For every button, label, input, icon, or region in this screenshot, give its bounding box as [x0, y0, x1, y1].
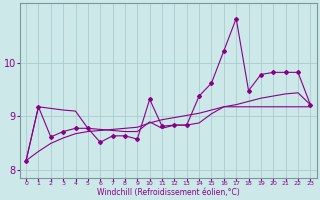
X-axis label: Windchill (Refroidissement éolien,°C): Windchill (Refroidissement éolien,°C)	[97, 188, 240, 197]
